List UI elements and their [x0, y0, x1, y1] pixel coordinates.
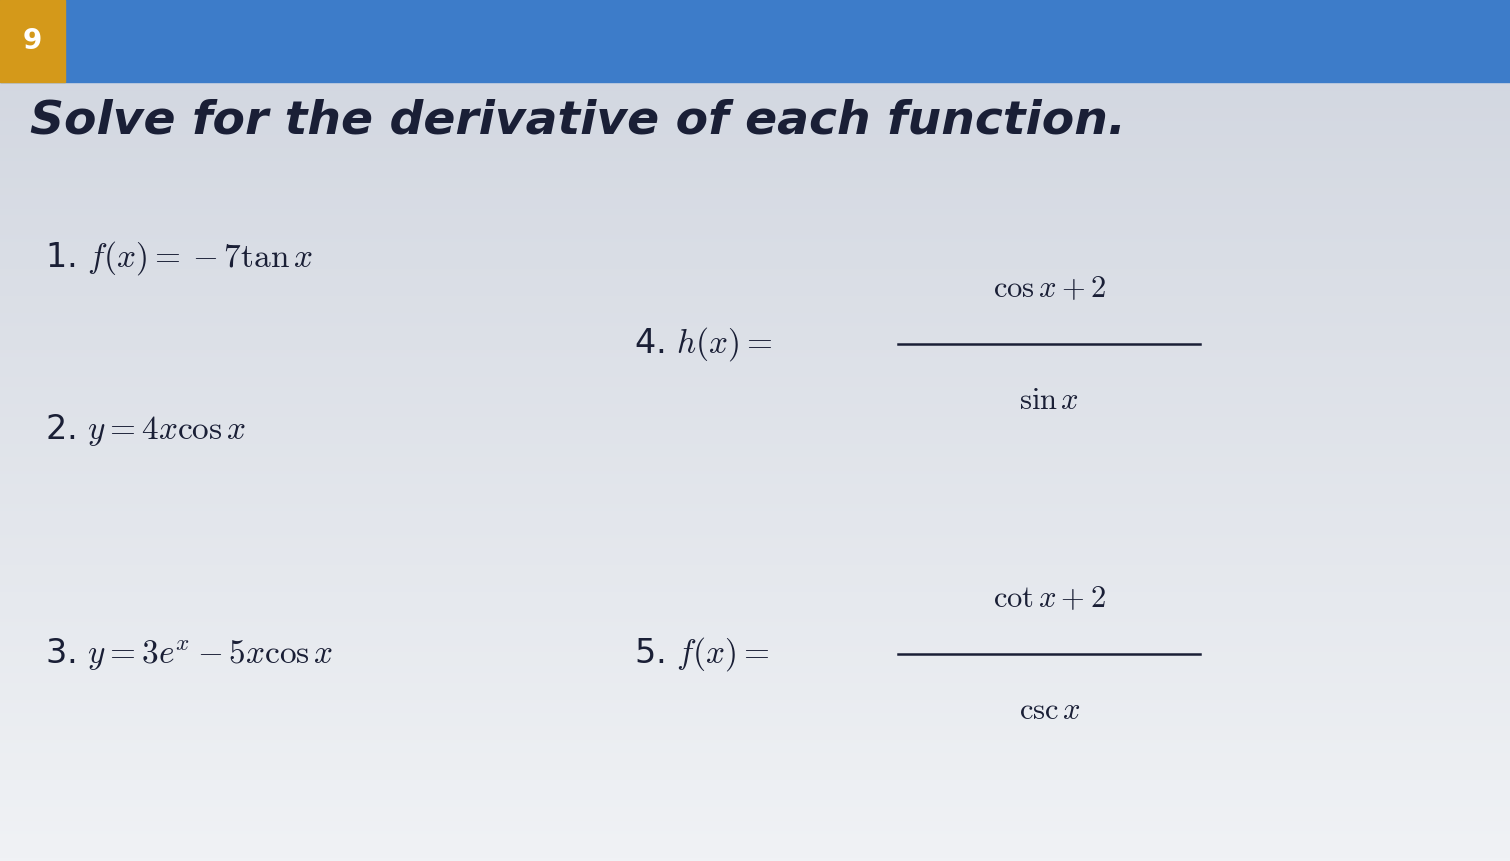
Text: 1. $f(x) = -7\tan x$: 1. $f(x) = -7\tan x$ — [45, 239, 313, 277]
Text: 5. $f(x) =$: 5. $f(x) =$ — [634, 635, 770, 673]
Text: $\cos x+2$: $\cos x+2$ — [994, 274, 1105, 303]
Text: 3. $y = 3e^{x} - 5x\cos x$: 3. $y = 3e^{x} - 5x\cos x$ — [45, 636, 334, 672]
Bar — [0, 0, 1510, 82]
Bar — [0, 0, 65, 82]
Text: Solve for the derivative of each function.: Solve for the derivative of each functio… — [30, 98, 1126, 143]
Text: $\csc x$: $\csc x$ — [1019, 696, 1080, 725]
Text: 4. $h(x) =$: 4. $h(x) =$ — [634, 325, 773, 363]
Text: 2. $y = 4x\cos x$: 2. $y = 4x\cos x$ — [45, 412, 246, 449]
Text: $\sin x$: $\sin x$ — [1019, 386, 1080, 415]
Text: 9: 9 — [23, 27, 42, 55]
Text: $\cot x+2$: $\cot x+2$ — [994, 584, 1105, 613]
